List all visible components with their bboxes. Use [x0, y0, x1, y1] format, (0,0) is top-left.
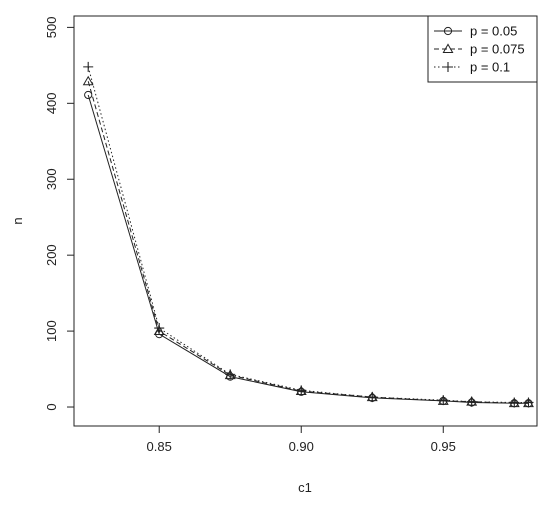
legend-label: p = 0.05 [470, 24, 517, 39]
data-point [225, 369, 236, 380]
data-point [523, 397, 534, 408]
y-tick-label: 200 [44, 244, 59, 266]
data-point [83, 61, 94, 72]
y-tick-label: 0 [44, 403, 59, 410]
x-tick-label: 0.95 [431, 439, 456, 454]
legend-marker [443, 62, 453, 72]
y-axis-label: n [10, 217, 25, 224]
y-tick-label: 300 [44, 168, 59, 190]
plot-frame [73, 15, 538, 427]
y-tick-label: 100 [44, 320, 59, 342]
x-tick-label: 0.90 [289, 439, 314, 454]
data-point [296, 385, 307, 396]
series-layer [82, 61, 534, 408]
y-tick-label: 500 [44, 17, 59, 39]
data-point [153, 325, 165, 336]
x-axis-label: c1 [298, 480, 312, 495]
series-line [87, 94, 529, 404]
series-plus [83, 61, 534, 408]
series-line [87, 81, 529, 404]
data-point [154, 323, 165, 334]
y-tick-label: 400 [44, 92, 59, 114]
legend-label: p = 0.1 [470, 60, 510, 75]
x-tick-label: 0.85 [147, 439, 172, 454]
data-point [438, 395, 449, 406]
legend-entry: p = 0.1 [434, 60, 510, 75]
legend-marker [443, 26, 453, 36]
legend-marker [442, 43, 454, 53]
data-point [466, 396, 477, 407]
series-line [87, 66, 529, 403]
y-axis: 0 100 200 300 400 500 [44, 17, 74, 411]
data-point [509, 397, 520, 408]
data-point [84, 90, 93, 100]
data-point [367, 392, 378, 403]
data-point [82, 75, 94, 86]
legend-label: p = 0.075 [470, 42, 525, 57]
legend-entry: p = 0.075 [434, 42, 525, 57]
legend-entry: p = 0.05 [434, 24, 517, 39]
legend: p = 0.05 p = 0.075 p = 0.1 [427, 15, 538, 83]
x-axis: 0.85 0.90 0.95 [147, 426, 456, 454]
series-triangle [82, 75, 534, 408]
series-circle [84, 90, 533, 408]
